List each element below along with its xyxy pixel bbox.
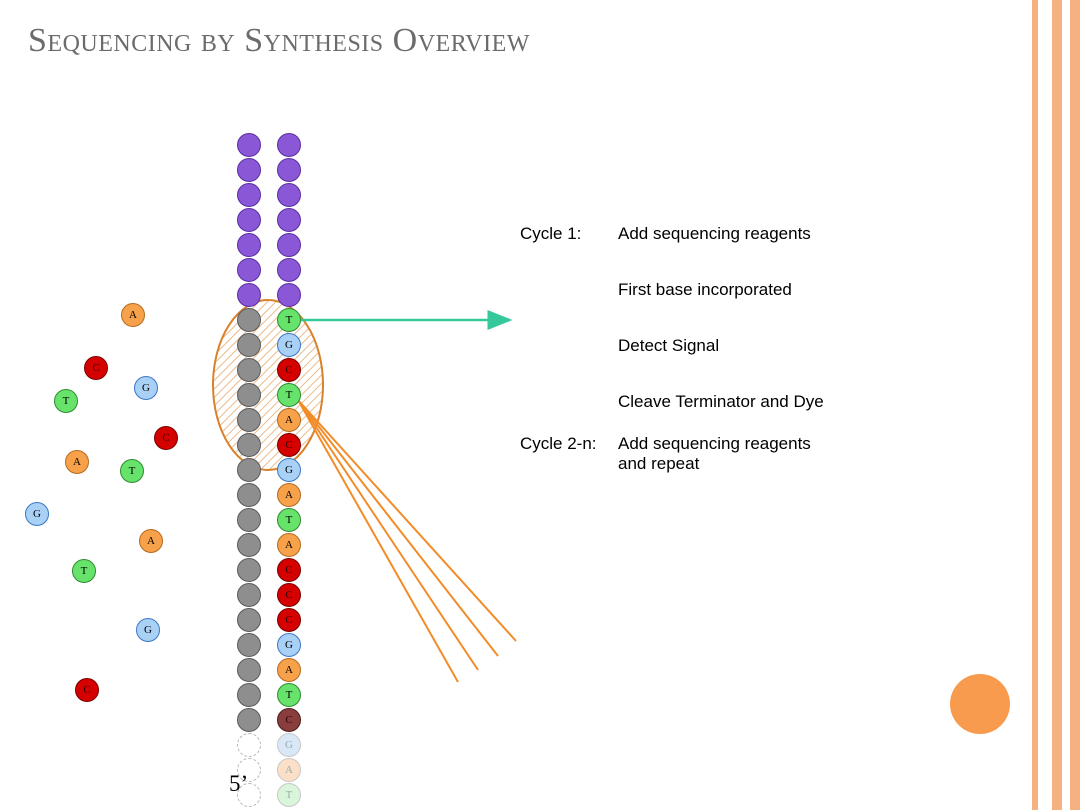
base-C: C (154, 426, 178, 450)
base-T: T (277, 783, 301, 807)
caption-line: Detect Signal (618, 336, 719, 356)
base-A: A (139, 529, 163, 553)
base-C: C (277, 583, 301, 607)
slide: { "title": {"text":"Sequencing by Synthe… (0, 0, 1080, 810)
base-G: G (277, 633, 301, 657)
base-T: T (277, 683, 301, 707)
strand-bead (237, 383, 261, 407)
strand-bead (277, 133, 301, 157)
base-C: C (277, 708, 301, 732)
base-A: A (121, 303, 145, 327)
base-A: A (277, 408, 301, 432)
strand-bead (237, 733, 261, 757)
base-G: G (277, 333, 301, 357)
base-C: C (277, 558, 301, 582)
base-A: A (277, 758, 301, 782)
strand-bead (237, 433, 261, 457)
strand-bead (237, 683, 261, 707)
strand-bead (237, 408, 261, 432)
strand-bead (237, 283, 261, 307)
caption-line: and repeat (618, 454, 699, 474)
strand-bead (237, 608, 261, 632)
caption-line: Cycle 1: (520, 224, 581, 244)
base-T: T (277, 308, 301, 332)
base-C: C (75, 678, 99, 702)
base-G: G (25, 502, 49, 526)
strand-bead (277, 183, 301, 207)
caption-line: Cycle 2-n: (520, 434, 597, 454)
strand-bead (237, 358, 261, 382)
strand-bead (237, 483, 261, 507)
strand-bead (237, 258, 261, 282)
strand-bead (277, 233, 301, 257)
caption-line: Add sequencing reagents (618, 434, 811, 454)
strand-bead (277, 283, 301, 307)
base-A: A (65, 450, 89, 474)
base-C: C (277, 608, 301, 632)
strand-bead (237, 508, 261, 532)
corner-accent-circle (950, 674, 1010, 734)
strand-bead (277, 208, 301, 232)
strand-bead (237, 333, 261, 357)
base-C: C (84, 356, 108, 380)
strand-bead (237, 533, 261, 557)
strand-bead (237, 583, 261, 607)
base-C: C (277, 433, 301, 457)
base-T: T (72, 559, 96, 583)
slide-title: Sequencing by Synthesis Overview (28, 22, 530, 60)
strand-bead (237, 708, 261, 732)
five-prime-label: 5’ (229, 771, 248, 797)
caption-line: Add sequencing reagents (618, 224, 811, 244)
base-T: T (277, 383, 301, 407)
base-G: G (277, 458, 301, 482)
strand-bead (277, 158, 301, 182)
strand-bead (237, 133, 261, 157)
strand-bead (237, 158, 261, 182)
strand-bead (237, 558, 261, 582)
strand-bead (237, 633, 261, 657)
strand-bead (237, 458, 261, 482)
base-C: C (277, 358, 301, 382)
base-T: T (277, 508, 301, 532)
base-T: T (54, 389, 78, 413)
strand-bead (237, 208, 261, 232)
caption-line: First base incorporated (618, 280, 792, 300)
signal-rays (298, 400, 516, 682)
caption-line: Cleave Terminator and Dye (618, 392, 824, 412)
base-A: A (277, 533, 301, 557)
base-A: A (277, 658, 301, 682)
base-G: G (136, 618, 160, 642)
base-T: T (120, 459, 144, 483)
base-G: G (134, 376, 158, 400)
strand-bead (237, 183, 261, 207)
enzyme-ellipse (213, 300, 323, 470)
base-G: G (277, 733, 301, 757)
base-A: A (277, 483, 301, 507)
strand-bead (277, 258, 301, 282)
strand-bead (237, 658, 261, 682)
right-accent-bars (1032, 0, 1080, 810)
strand-bead (237, 308, 261, 332)
strand-bead (237, 233, 261, 257)
diagram-overlay (0, 0, 1080, 810)
